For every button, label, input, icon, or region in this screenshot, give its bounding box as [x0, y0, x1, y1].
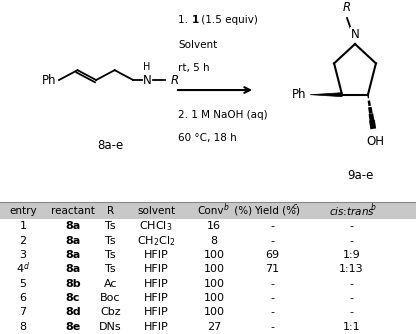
Text: Ts: Ts: [105, 236, 116, 246]
Polygon shape: [310, 93, 342, 97]
Text: CHCl$_3$: CHCl$_3$: [139, 219, 173, 233]
Text: R: R: [171, 73, 179, 87]
Text: -: -: [349, 221, 354, 231]
Text: 8a: 8a: [65, 250, 80, 260]
Text: HFIP: HFIP: [144, 279, 168, 289]
Text: 8a: 8a: [65, 221, 80, 231]
Text: 8a: 8a: [65, 236, 80, 246]
Text: 60 °C, 18 h: 60 °C, 18 h: [178, 133, 237, 143]
Text: Ph: Ph: [42, 73, 56, 87]
Text: 1:13: 1:13: [339, 265, 364, 275]
Text: $\mathit{cis}$:$\mathit{trans}$: $\mathit{cis}$:$\mathit{trans}$: [329, 205, 374, 217]
Text: 6: 6: [20, 293, 26, 303]
Text: 5: 5: [20, 279, 26, 289]
Text: 100: 100: [204, 308, 225, 318]
Text: 8a: 8a: [65, 265, 80, 275]
Text: 16: 16: [207, 221, 221, 231]
Text: Conv: Conv: [198, 206, 224, 216]
Text: 1:9: 1:9: [343, 250, 360, 260]
Text: 9a-e: 9a-e: [347, 169, 373, 182]
Text: 2: 2: [19, 236, 27, 246]
Text: -: -: [270, 236, 275, 246]
Text: 8e: 8e: [65, 322, 80, 332]
Text: Cbz: Cbz: [100, 308, 121, 318]
Text: HFIP: HFIP: [144, 265, 168, 275]
Text: 8c: 8c: [66, 293, 80, 303]
Text: 8: 8: [19, 322, 27, 332]
Text: Ts: Ts: [105, 265, 116, 275]
Text: 100: 100: [204, 279, 225, 289]
Text: 8b: 8b: [65, 279, 81, 289]
Text: 4: 4: [16, 265, 24, 275]
Text: 1: 1: [192, 15, 199, 25]
Text: HFIP: HFIP: [144, 308, 168, 318]
Text: rt, 5 h: rt, 5 h: [178, 63, 210, 73]
Text: -: -: [270, 308, 275, 318]
Text: Ts: Ts: [105, 221, 116, 231]
Text: N: N: [351, 28, 359, 41]
Text: R: R: [343, 1, 351, 14]
Text: (1.5 equiv): (1.5 equiv): [198, 15, 258, 25]
Text: Ac: Ac: [104, 279, 117, 289]
Text: 1: 1: [20, 221, 26, 231]
Text: 100: 100: [204, 250, 225, 260]
Text: (%): (%): [231, 206, 252, 216]
Text: DNs: DNs: [99, 322, 121, 332]
Text: reactant: reactant: [51, 206, 95, 216]
Text: 7: 7: [19, 308, 27, 318]
Text: -: -: [349, 308, 354, 318]
Text: Ts: Ts: [105, 250, 116, 260]
Text: 100: 100: [204, 293, 225, 303]
Text: 27: 27: [207, 322, 221, 332]
Text: -: -: [270, 221, 275, 231]
Bar: [0, 202, 416, 219]
Text: -: -: [270, 279, 275, 289]
Text: -: -: [349, 293, 354, 303]
Text: 1:1: 1:1: [343, 322, 360, 332]
Text: 1.: 1.: [178, 15, 191, 25]
Text: 8d: 8d: [65, 308, 81, 318]
Text: -: -: [270, 293, 275, 303]
Text: $d$: $d$: [23, 260, 30, 271]
Text: 69: 69: [265, 250, 280, 260]
Text: HFIP: HFIP: [144, 250, 168, 260]
Text: Solvent: Solvent: [178, 40, 217, 50]
Text: 2. 1 M NaOH (aq): 2. 1 M NaOH (aq): [178, 110, 267, 120]
Text: CH$_2$Cl$_2$: CH$_2$Cl$_2$: [137, 234, 175, 247]
Text: Yield (%): Yield (%): [254, 206, 300, 216]
Text: H: H: [144, 62, 151, 72]
Text: 8a-e: 8a-e: [97, 139, 123, 152]
Text: $b$: $b$: [223, 200, 230, 211]
Text: -: -: [349, 236, 354, 246]
Text: Boc: Boc: [100, 293, 121, 303]
Text: entry: entry: [9, 206, 37, 216]
Text: HFIP: HFIP: [144, 293, 168, 303]
Text: 8: 8: [210, 236, 218, 246]
Text: OH: OH: [366, 135, 384, 148]
Text: R: R: [106, 206, 114, 216]
Text: Ph: Ph: [292, 88, 306, 101]
Text: $b$: $b$: [370, 200, 376, 211]
Text: $c$: $c$: [292, 201, 298, 210]
Text: N: N: [143, 73, 151, 87]
Text: 3: 3: [20, 250, 26, 260]
Text: HFIP: HFIP: [144, 322, 168, 332]
Text: 71: 71: [265, 265, 280, 275]
Text: solvent: solvent: [137, 206, 175, 216]
Text: -: -: [270, 322, 275, 332]
Text: 100: 100: [204, 265, 225, 275]
Text: -: -: [349, 279, 354, 289]
